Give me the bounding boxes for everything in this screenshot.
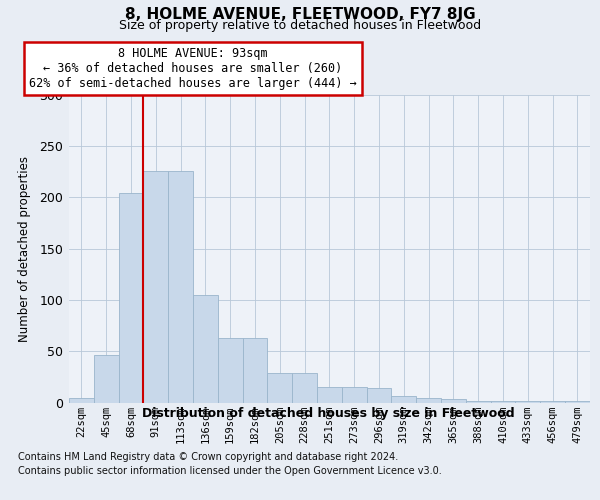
Text: Contains HM Land Registry data © Crown copyright and database right 2024.: Contains HM Land Registry data © Crown c…	[18, 452, 398, 462]
Y-axis label: Number of detached properties: Number of detached properties	[18, 156, 31, 342]
Text: Distribution of detached houses by size in Fleetwood: Distribution of detached houses by size …	[142, 408, 515, 420]
Bar	[168, 171, 193, 402]
Bar	[143, 171, 168, 402]
Bar	[391, 396, 416, 402]
Bar	[416, 398, 441, 402]
Bar	[441, 400, 466, 402]
Text: 8, HOLME AVENUE, FLEETWOOD, FY7 8JG: 8, HOLME AVENUE, FLEETWOOD, FY7 8JG	[125, 8, 475, 22]
Text: 8 HOLME AVENUE: 93sqm
← 36% of detached houses are smaller (260)
62% of semi-det: 8 HOLME AVENUE: 93sqm ← 36% of detached …	[29, 47, 357, 90]
Bar	[268, 373, 292, 402]
Bar	[94, 356, 119, 403]
Bar	[119, 194, 143, 402]
Bar	[292, 373, 317, 402]
Text: Contains public sector information licensed under the Open Government Licence v3: Contains public sector information licen…	[18, 466, 442, 476]
Bar	[193, 295, 218, 403]
Bar	[69, 398, 94, 402]
Bar	[242, 338, 268, 402]
Text: Size of property relative to detached houses in Fleetwood: Size of property relative to detached ho…	[119, 18, 481, 32]
Bar	[317, 387, 342, 402]
Bar	[342, 387, 367, 402]
Bar	[218, 338, 242, 402]
Bar	[367, 388, 391, 402]
